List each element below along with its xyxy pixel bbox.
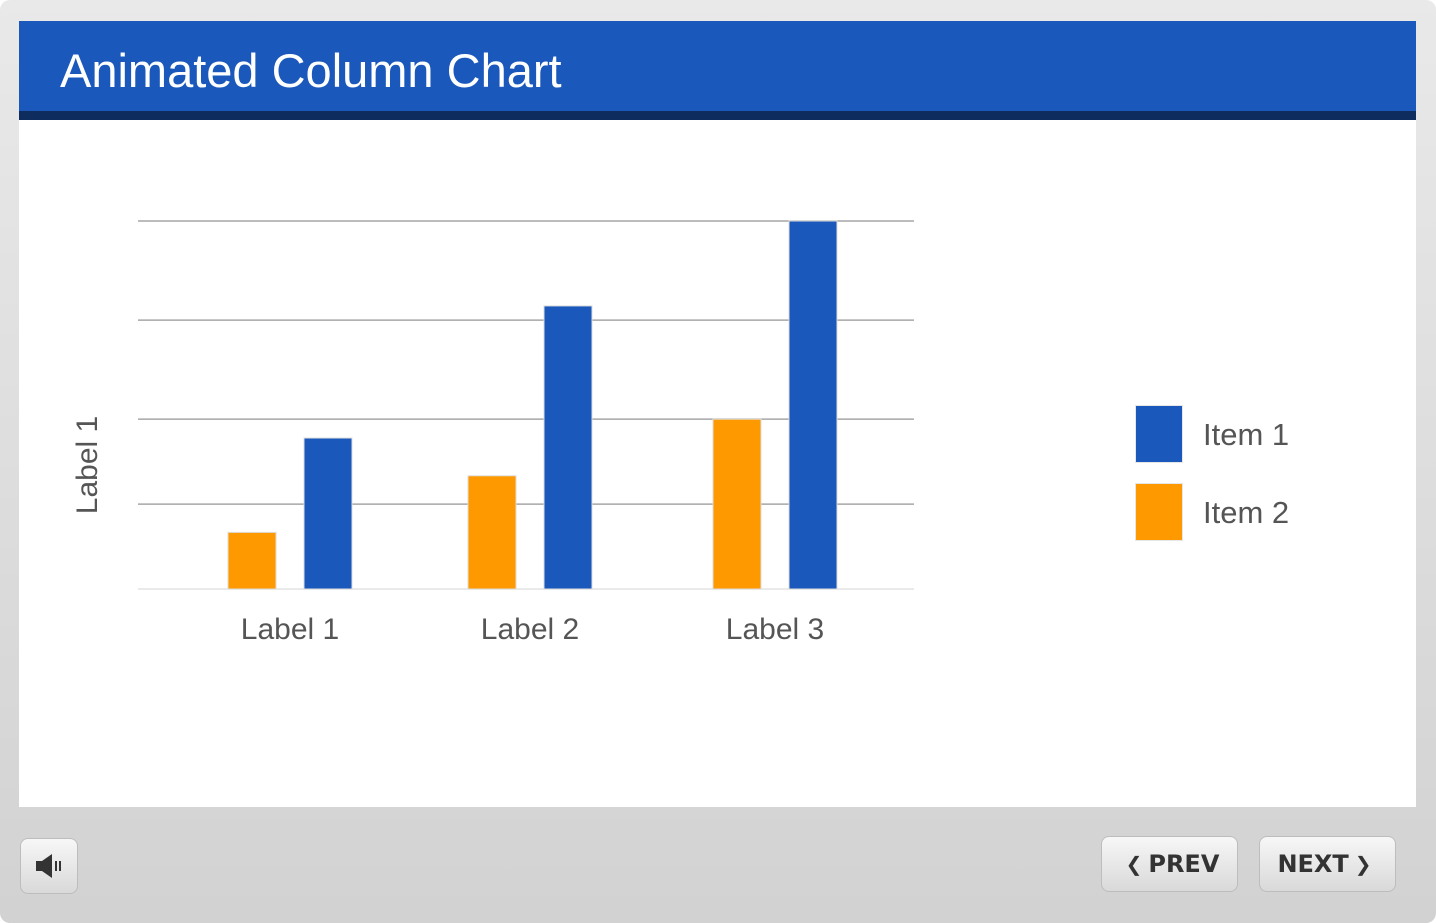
title-bar: Animated Column Chart — [19, 21, 1416, 120]
x-tick-label: Label 2 — [481, 613, 579, 646]
legend-swatch-item-1 — [1135, 405, 1183, 463]
chevron-right-icon: ❯ — [1354, 852, 1372, 876]
legend-item-2: Item 2 — [1135, 483, 1335, 543]
slide-canvas: Animated Column Chart Label 1 Label 2 Labe… — [19, 21, 1416, 807]
legend-label-item-1: Item 1 — [1203, 417, 1290, 452]
prev-label: PREV — [1148, 850, 1220, 878]
column-chart: Label 1 Label 2 Label 3 Label 1 — [71, 220, 914, 646]
legend-item-1: Item 1 — [1135, 405, 1335, 465]
speaker-icon — [36, 854, 61, 878]
bar-item-2-label-1 — [227, 531, 277, 590]
y-axis-label: Label 1 — [71, 416, 104, 514]
x-tick-label: Label 3 — [726, 613, 824, 646]
prev-button[interactable]: ❮ PREV — [1101, 836, 1238, 892]
chevron-left-icon: ❮ — [1125, 852, 1143, 876]
x-tick-label: Label 1 — [241, 613, 339, 646]
bar-item-2-label-2 — [467, 475, 517, 590]
bar-item-1-label-3 — [788, 220, 838, 590]
bar-item-1-label-2 — [543, 305, 593, 590]
audio-button[interactable] — [20, 838, 78, 894]
page-title: Animated Column Chart — [60, 44, 562, 97]
legend-swatch-item-2 — [1135, 483, 1183, 541]
bar-item-1-label-1 — [303, 437, 353, 590]
bar-item-2-label-3 — [712, 418, 762, 590]
legend-label-item-2: Item 2 — [1203, 495, 1290, 530]
next-button[interactable]: NEXT ❯ — [1259, 836, 1396, 892]
next-label: NEXT — [1277, 850, 1349, 878]
